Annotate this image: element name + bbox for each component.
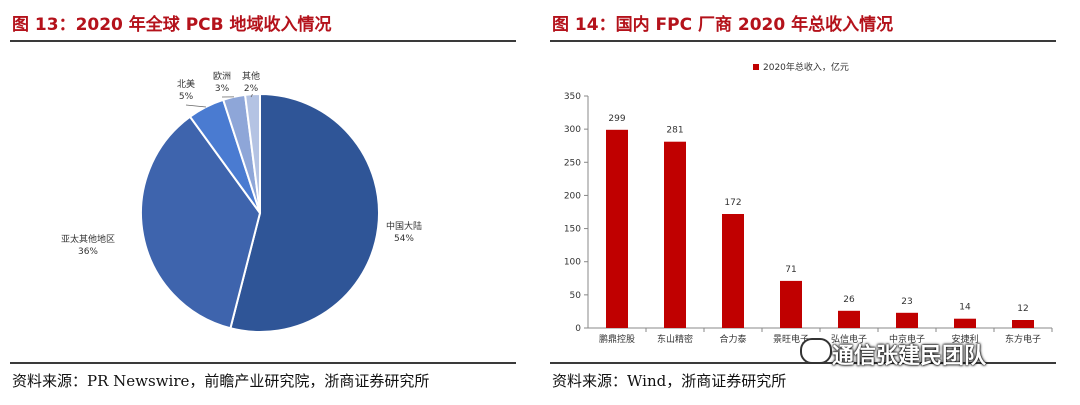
pie-leader-line-3 (185, 104, 207, 108)
y-tick-label: 150 (564, 225, 581, 235)
bar-value-label: 14 (959, 303, 971, 313)
pie-slice-label: 亚太其他地区 (61, 233, 115, 245)
x-category-label: 合力泰 (719, 333, 746, 345)
x-category-label: 弘信电子 (831, 333, 867, 345)
x-category-label: 景旺电子 (773, 333, 809, 345)
pie-chart: 中国大陆 54% 亚太其他地区 36% 北美 5% 欧洲 3% 其他 2% (61, 70, 422, 333)
bar-value-label: 71 (785, 265, 796, 275)
bar-5 (838, 310, 860, 328)
bar-value-label: 12 (1017, 304, 1028, 314)
left-bottom-rule (10, 362, 516, 364)
x-category-label: 东山精密 (657, 333, 693, 345)
bar-6 (896, 312, 918, 328)
legend-swatch (753, 64, 759, 70)
right-bottom-rule (550, 362, 1056, 364)
bar-7 (954, 318, 976, 328)
pie-slice-percent: 2% (244, 84, 259, 94)
y-tick-label: 100 (564, 258, 581, 268)
legend-label: 2020年总收入，亿元 (763, 61, 849, 73)
left-figure-panel: 图 13：2020 年全球 PCB 地域收入情况 中国大陆 54% 亚太其他地区 36… (0, 0, 520, 405)
x-category-label: 东方电子 (1005, 333, 1041, 345)
y-tick-label: 350 (564, 92, 581, 102)
bar-value-label: 26 (843, 295, 855, 305)
y-tick-label: 0 (575, 324, 581, 334)
right-figure-panel: 图 14：国内 FPC 厂商 2020 年总收入情况 0 50 100 150 200 2… (540, 0, 1060, 405)
pie-slice-label: 北美 (177, 78, 195, 90)
pie-slice-label: 其他 (242, 70, 260, 82)
bar-8 (1012, 320, 1034, 328)
pie-slice-percent: 5% (179, 92, 194, 102)
x-category-label: 鹏鼎控股 (599, 333, 635, 345)
pie-slice-percent: 3% (215, 84, 230, 94)
bar-3 (722, 214, 744, 328)
y-tick-label: 250 (564, 158, 581, 168)
y-tick-label: 200 (564, 191, 581, 201)
right-source-note: 资料来源：Wind，浙商证券研究所 (552, 372, 787, 390)
bar-2 (664, 141, 686, 328)
bar-chart: 0 50 100 150 200 250 300 350 2020年总收入，亿元 299 鹏鼎控股 2… (564, 61, 1053, 345)
x-category-label: 中京电子 (889, 333, 925, 345)
watermark-text: 通信张建民团队 (832, 344, 987, 369)
pie-slice-percent: 36% (78, 247, 98, 257)
pie-slice-label: 中国大陆 (386, 220, 422, 232)
bar-value-label: 281 (666, 126, 683, 136)
bar-value-label: 23 (901, 297, 912, 307)
pie-slice-label: 欧洲 (213, 70, 231, 82)
pie-slice-1 (229, 92, 380, 333)
bar-1 (606, 129, 628, 328)
left-title-rule (10, 40, 516, 42)
pie-slice-2 (140, 115, 262, 330)
right-figure-title: 图 14：国内 FPC 厂商 2020 年总收入情况 (552, 15, 894, 35)
watermark-chat-icon (800, 338, 832, 364)
y-tick-label: 50 (570, 291, 582, 301)
left-source-note: 资料来源：PR Newswire，前瞻产业研究院，浙商证券研究所 (12, 372, 430, 390)
right-title-rule (550, 40, 1056, 42)
pie-leader-line-5 (250, 94, 253, 98)
bar-value-label: 299 (608, 114, 625, 124)
bar-value-label: 172 (724, 198, 741, 208)
bar-4 (780, 280, 802, 328)
y-tick-label: 300 (564, 125, 581, 135)
pie-slice-percent: 54% (394, 234, 414, 244)
left-figure-title: 图 13：2020 年全球 PCB 地域收入情况 (12, 15, 332, 35)
x-category-label: 安捷利 (951, 333, 978, 345)
